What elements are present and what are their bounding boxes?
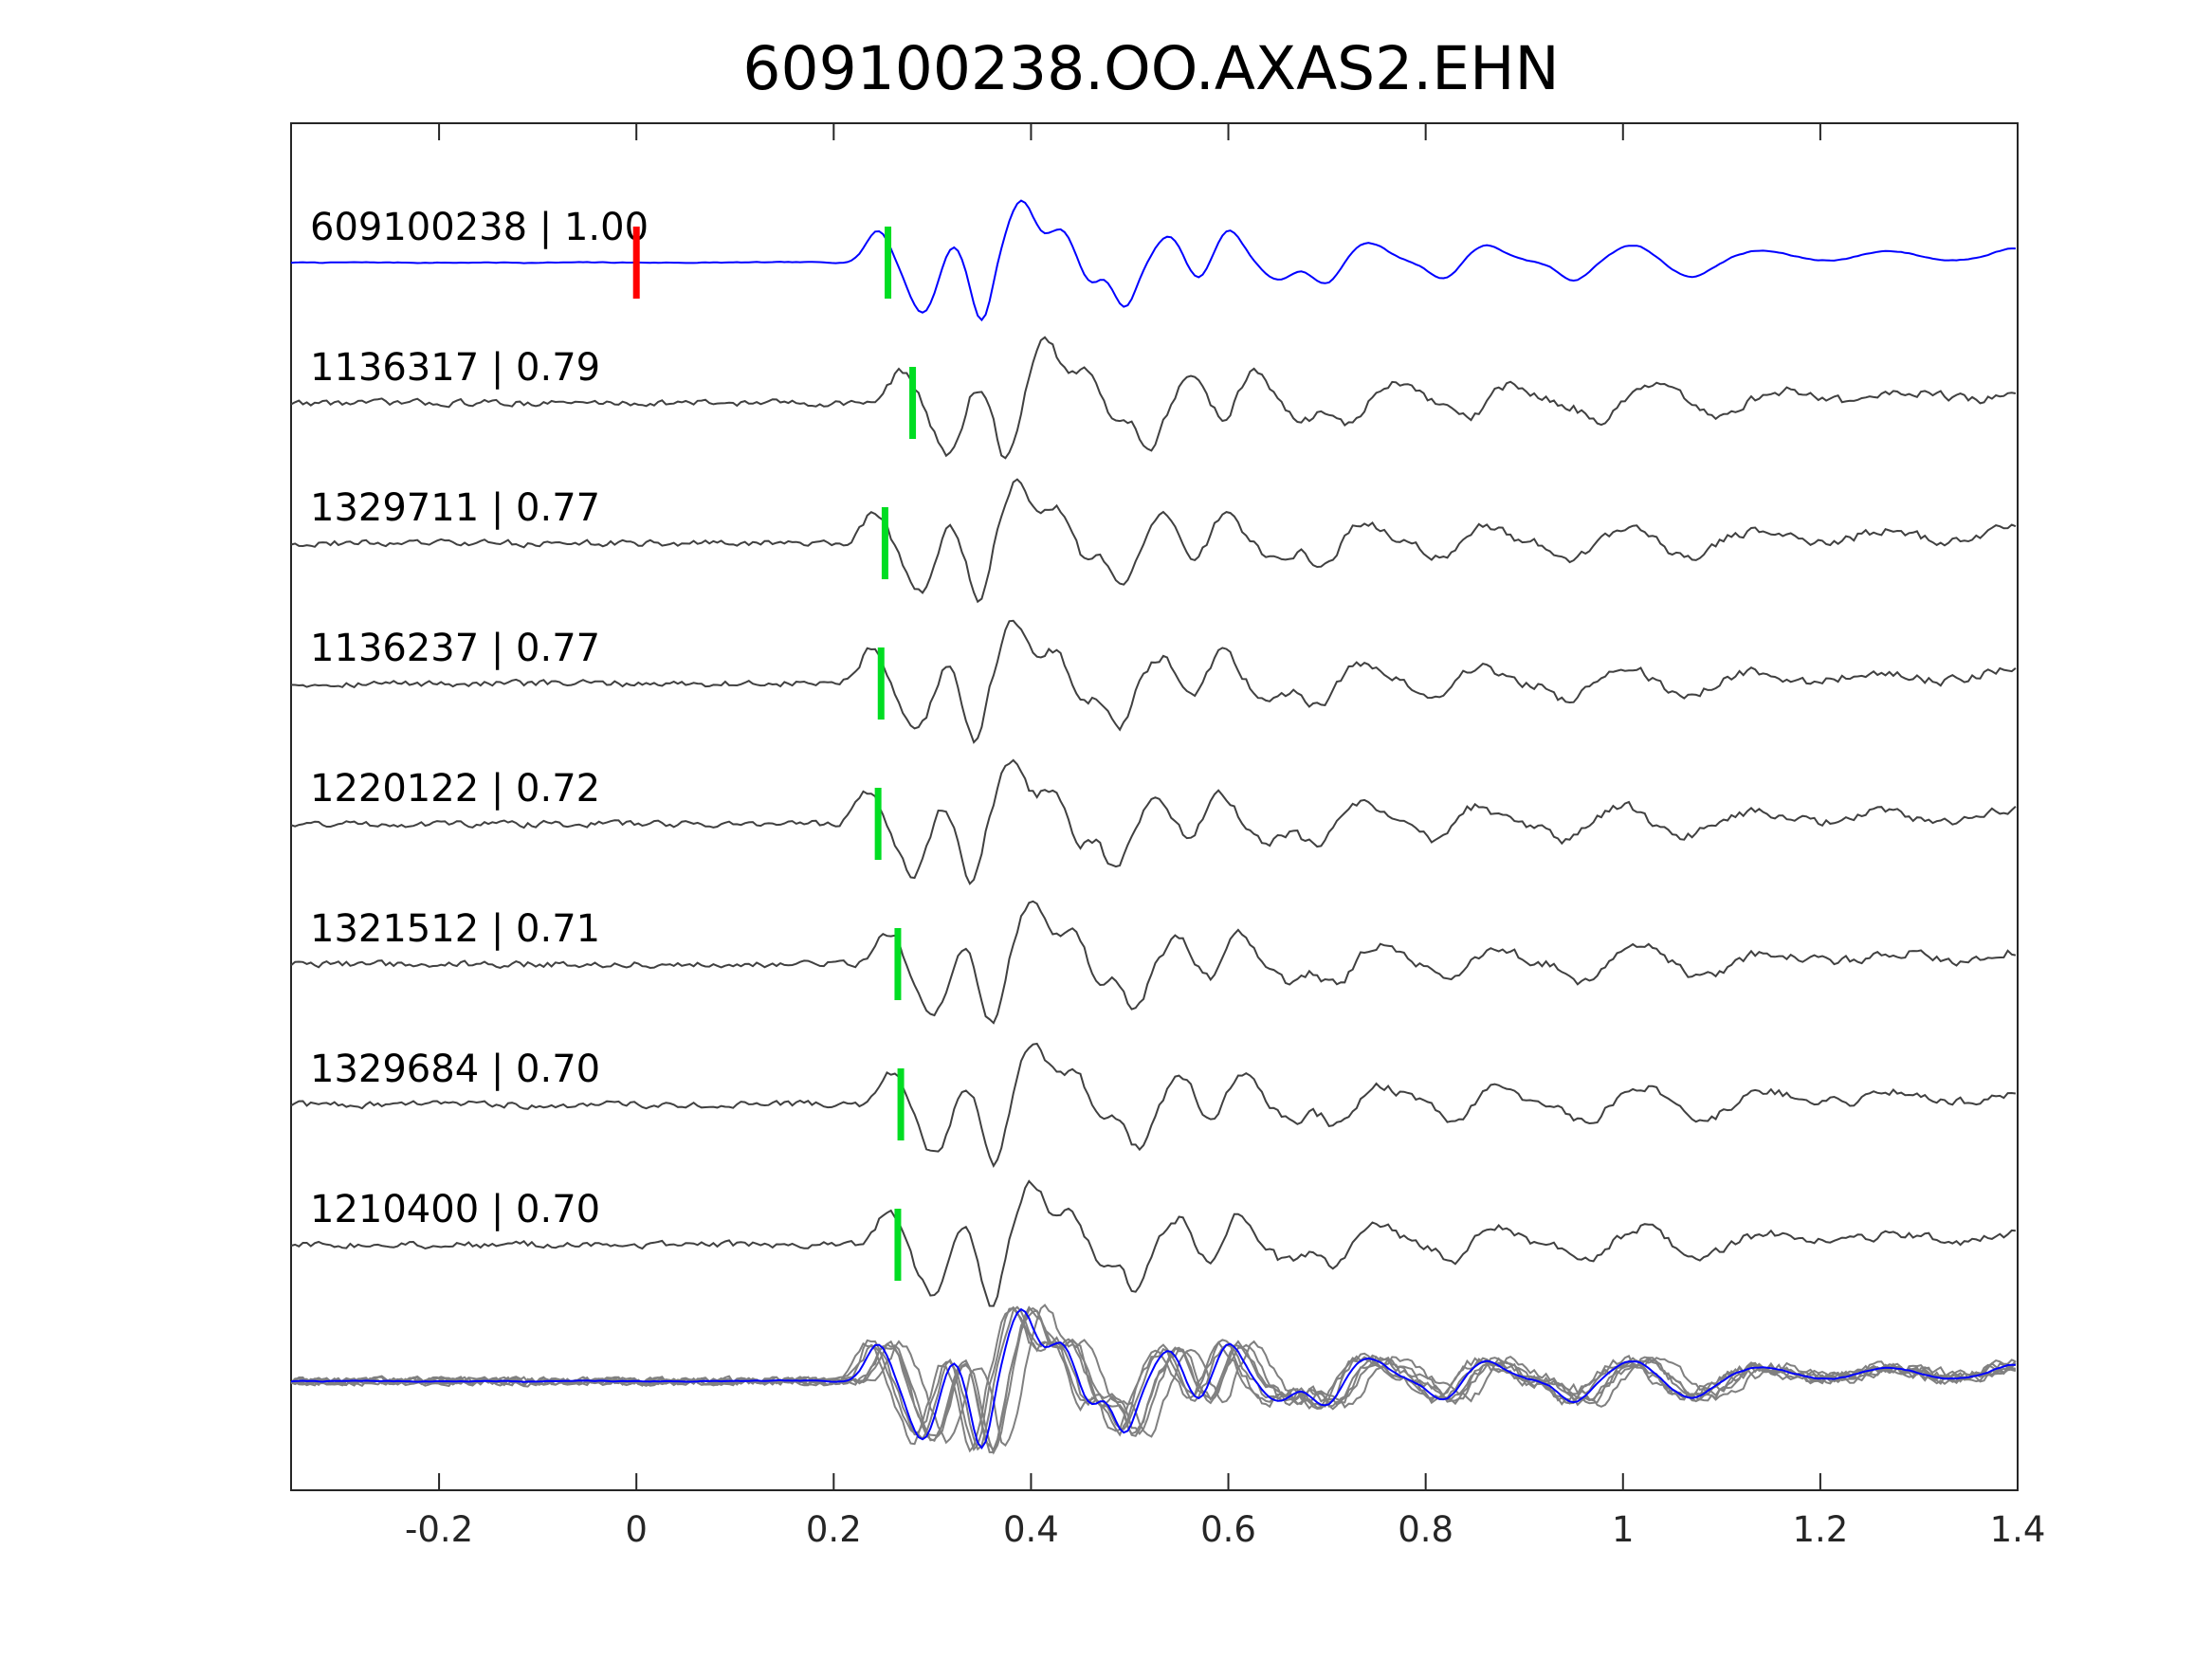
traces-group: 609100238 | 1.00 1136317 | 0.79 1329711 | … bbox=[290, 199, 2017, 1307]
plot-area bbox=[290, 122, 2019, 1491]
trace-label: 1329684 | 0.70 bbox=[310, 1048, 600, 1091]
trace-waveform bbox=[290, 619, 2017, 744]
trace-label: 1136237 | 0.77 bbox=[310, 627, 600, 670]
x-tick-label: 1.2 bbox=[1792, 1509, 1848, 1550]
trace-waveform bbox=[290, 336, 2017, 460]
master-trace bbox=[290, 199, 2016, 322]
x-tick-label: 0.2 bbox=[806, 1509, 862, 1550]
overlay-stack bbox=[290, 1304, 2017, 1455]
trace-waveform bbox=[290, 900, 2017, 1025]
trace-waveform bbox=[290, 1042, 2017, 1168]
x-tick-label: 1 bbox=[1612, 1509, 1635, 1550]
chart-title: 609100238.OO.AXAS2.EHN bbox=[742, 34, 1559, 103]
trace-label: 1136317 | 0.79 bbox=[310, 346, 600, 390]
x-tick-label: 0.4 bbox=[1003, 1509, 1059, 1550]
picks-group bbox=[632, 227, 917, 1281]
overlay-trace bbox=[290, 1307, 2017, 1451]
x-tick-label: 0 bbox=[625, 1509, 648, 1550]
trace-label: 1329711 | 0.77 bbox=[310, 486, 600, 530]
trace-waveform bbox=[290, 478, 2017, 604]
overlay-trace bbox=[290, 1307, 2016, 1450]
trace-label: 1210400 | 0.70 bbox=[310, 1188, 600, 1231]
trace-label: 1321512 | 0.71 bbox=[310, 907, 600, 951]
trace-waveform bbox=[290, 1179, 2016, 1307]
x-tick-label: 0.8 bbox=[1398, 1509, 1453, 1550]
x-tick-label: 0.6 bbox=[1200, 1509, 1256, 1550]
x-tick-label: 1.4 bbox=[1990, 1509, 2046, 1550]
x-tick-label: -0.2 bbox=[405, 1509, 473, 1550]
trace-label: 1220122 | 0.72 bbox=[310, 767, 600, 811]
trace-label: 609100238 | 1.00 bbox=[310, 206, 649, 249]
overlay-trace bbox=[290, 1305, 2016, 1454]
trace-waveform bbox=[290, 758, 2017, 885]
x-axis: -0.2 0 0.2 0.4 0.6 0.8 1 1.2 1.4 bbox=[405, 123, 2045, 1550]
